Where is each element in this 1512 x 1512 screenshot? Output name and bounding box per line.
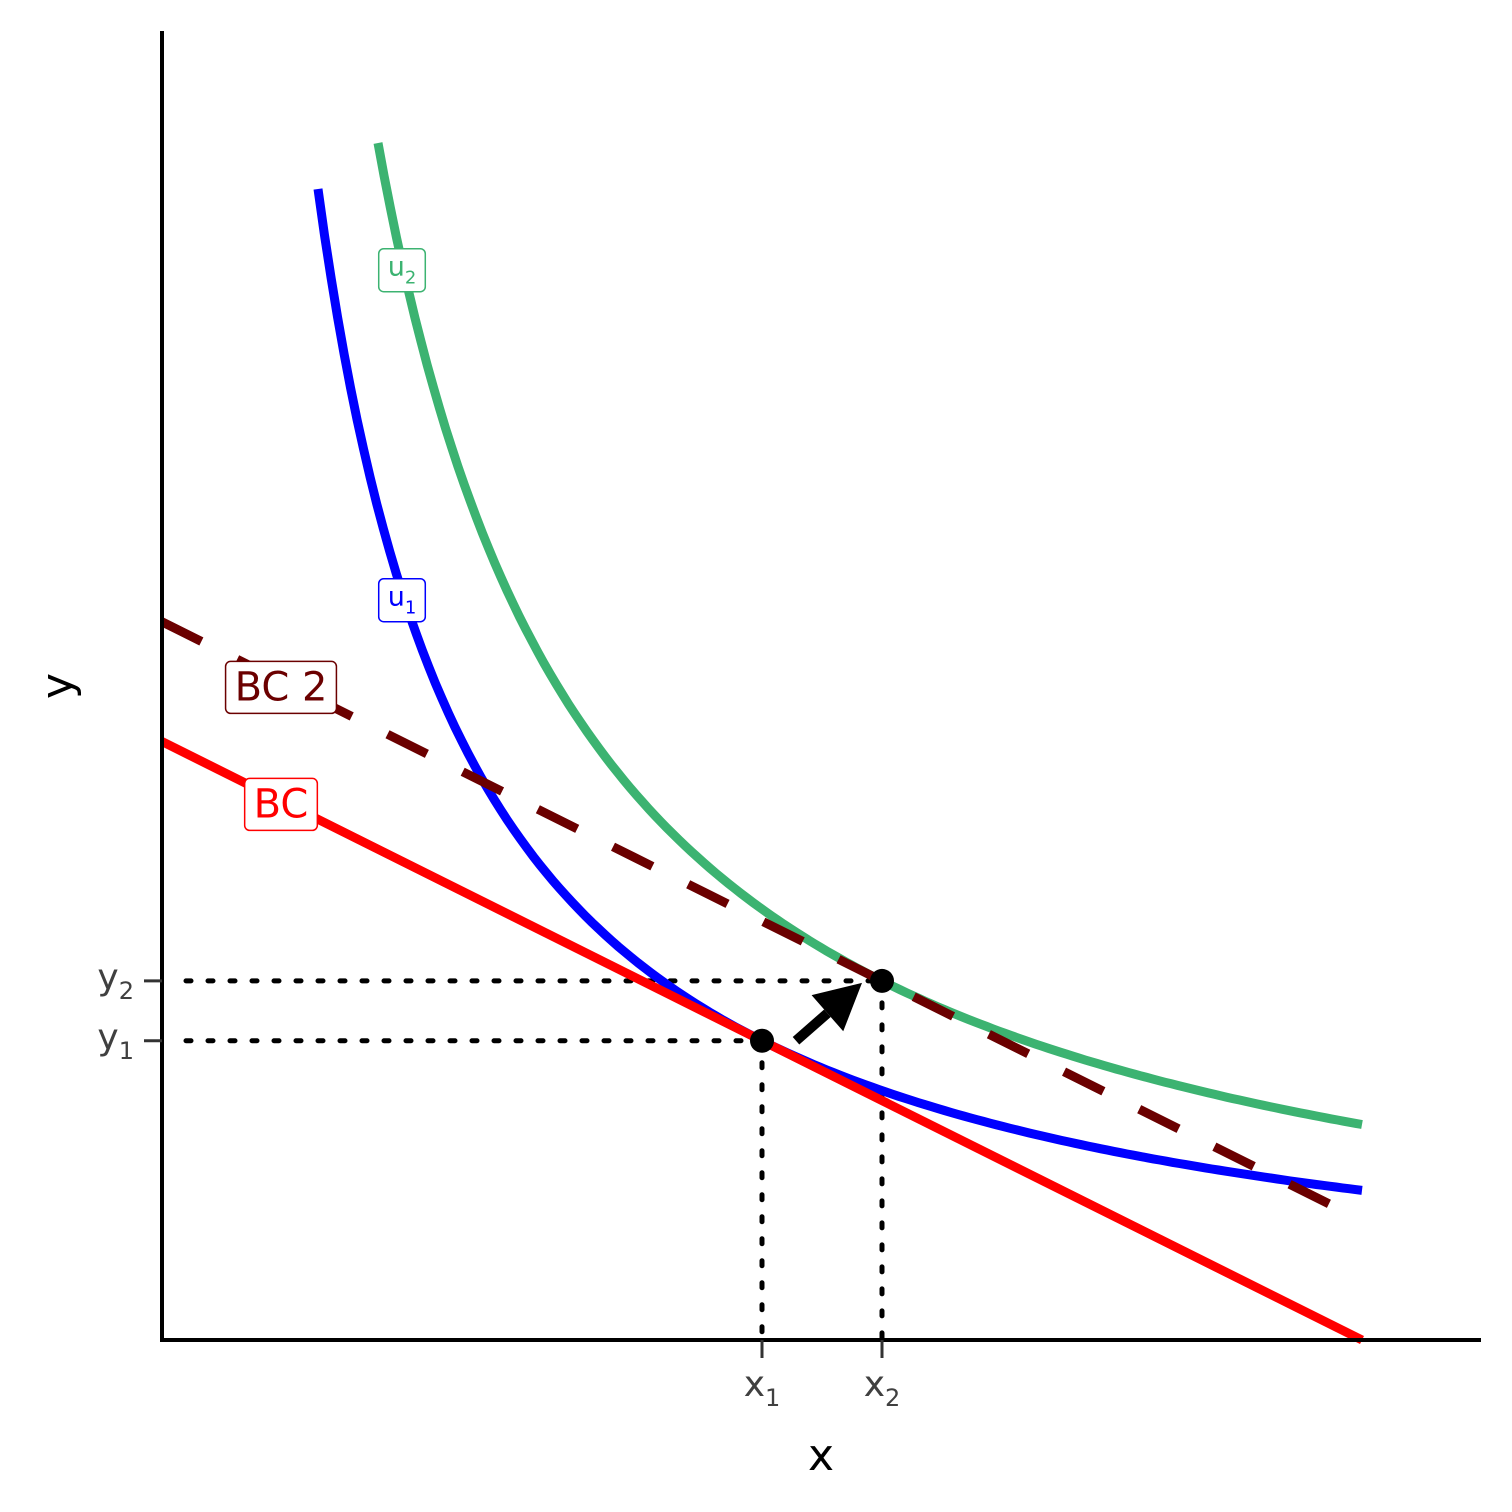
series-label-box-u1 [377, 577, 427, 623]
axes [160, 31, 1481, 1342]
series-label-text-u2-sub: 2 [405, 268, 416, 289]
series-label-text-bc-main: BC [254, 781, 309, 827]
series-label-text-bc2: BC 2 [235, 664, 328, 710]
x-tick-label-2-main: x [864, 1364, 885, 1405]
y-tick-label-2-sub: 2 [119, 977, 134, 1005]
y-tick-label-2-main: y [97, 957, 118, 998]
series-line-bc2 [159, 617, 1365, 1225]
shift-arrow [792, 982, 862, 1045]
equilibrium-points [750, 968, 894, 1053]
series-label-bc: BC [243, 777, 319, 832]
arrow-shaft [792, 1009, 831, 1045]
x-tick-label-1-sub: 1 [765, 1384, 780, 1412]
series-label-u2: u2 [377, 247, 427, 293]
y-tick-label-1: y1 [97, 1017, 134, 1065]
series-label-text-u2-main: u [388, 252, 405, 283]
series-label-box-bc2 [224, 660, 338, 715]
guide-lines [183, 978, 885, 1343]
series-label-text-u1-main: u [388, 582, 405, 613]
x-tick-label-2-sub: 2 [885, 1384, 900, 1412]
series-lines [159, 142, 1365, 1345]
equilibrium-point-2 [870, 968, 894, 993]
series-label-text-u2: u2 [388, 252, 417, 289]
series-label-bc2: BC 2 [224, 660, 338, 715]
arrow-head [811, 982, 862, 1032]
x-axis-title: x [808, 1430, 834, 1481]
y-tick-label-2: y2 [97, 957, 134, 1005]
equilibrium-point-1 [750, 1028, 774, 1053]
y-axis-title: y [32, 673, 83, 699]
series-label-text-u1-sub: 1 [405, 598, 416, 619]
y-tick-label-1-sub: 1 [119, 1037, 134, 1065]
series-label-text-bc2-main: BC 2 [235, 664, 328, 710]
x-tick-label-1-main: x [744, 1364, 765, 1405]
series-label-box-u2 [377, 247, 427, 293]
series-label-u1: u1 [377, 577, 427, 623]
series-label-text-bc: BC [254, 781, 309, 827]
y-tick-label-1-main: y [97, 1017, 118, 1058]
x-tick-label-1: x1 [744, 1364, 781, 1412]
x-tick-label-2: x2 [864, 1364, 901, 1412]
series-label-box-bc [243, 777, 319, 832]
series-label-text-u1: u1 [388, 582, 417, 619]
